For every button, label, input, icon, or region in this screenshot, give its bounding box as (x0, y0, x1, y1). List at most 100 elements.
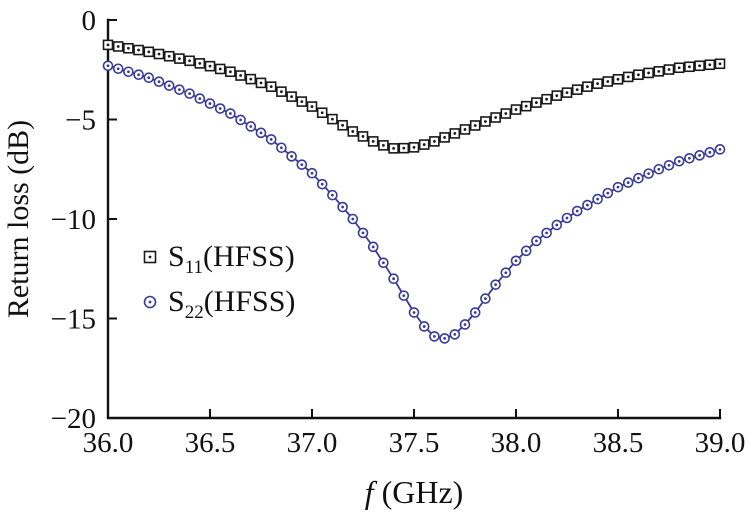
marker-center-dot (351, 130, 355, 133)
legend-label: S22(HFSS) (168, 285, 295, 323)
marker-center-dot (647, 172, 650, 176)
marker-center-dot (198, 97, 202, 101)
marker-center-dot (433, 139, 436, 143)
marker-center-dot (229, 112, 232, 115)
x-tick-label: 38.0 (491, 427, 542, 459)
marker-center-dot (157, 80, 161, 84)
marker-center-dot (126, 46, 130, 50)
marker-center-dot (147, 76, 151, 80)
marker-center-dot (667, 163, 671, 167)
marker-center-dot (535, 239, 538, 243)
marker-center-dot (596, 82, 599, 86)
series-s22-hfss- (102, 60, 726, 344)
marker-center-dot (402, 294, 406, 298)
marker-center-dot (412, 311, 416, 314)
marker-center-dot (126, 70, 130, 74)
marker-center-dot (688, 156, 691, 160)
marker-center-dot (218, 67, 222, 71)
marker-center-dot (555, 94, 559, 98)
marker-center-dot (280, 90, 283, 94)
marker-center-dot (484, 297, 487, 300)
marker-center-dot (137, 48, 141, 52)
marker-center-dot (535, 101, 538, 104)
marker-center-dot (106, 43, 110, 47)
marker-center-dot (718, 62, 722, 66)
x-tick-label: 36.0 (83, 427, 134, 459)
marker-center-dot (565, 216, 569, 220)
marker-center-dot (698, 153, 701, 157)
marker-center-dot (422, 325, 426, 328)
marker-center-dot (249, 77, 253, 81)
y-tick-label: −15 (51, 304, 96, 336)
marker-center-dot (637, 73, 640, 77)
marker-center-dot (157, 52, 161, 56)
marker-center-dot (494, 283, 497, 287)
marker-center-dot (147, 50, 151, 54)
x-tick-label: 36.5 (185, 427, 236, 459)
marker-center-dot (208, 102, 212, 105)
marker-center-dot (198, 61, 202, 65)
marker-center-dot (178, 57, 181, 61)
marker-center-dot (392, 146, 395, 150)
marker-center-dot (167, 54, 171, 58)
marker-center-dot (229, 70, 232, 74)
y-axis-title: Return loss (dB) (2, 120, 35, 318)
marker-center-dot (259, 131, 263, 135)
marker-center-dot (575, 88, 579, 92)
marker-center-dot (392, 277, 395, 281)
marker-center-dot (463, 323, 467, 326)
y-tick-label: −20 (51, 403, 96, 435)
marker-center-dot (586, 203, 589, 207)
marker-center-dot (239, 74, 243, 77)
marker-center-dot (137, 73, 141, 77)
x-axis-ticks: 36.0 36.5 37.0 37.5 38.0 38.5 39.0 (83, 409, 745, 459)
marker-center-dot (504, 112, 508, 115)
marker-center-dot (300, 163, 304, 167)
y-tick-label: −10 (51, 204, 96, 236)
marker-center-dot (453, 132, 457, 135)
marker-center-dot (565, 91, 569, 95)
marker-center-dot (555, 223, 559, 227)
marker-center-dot (116, 45, 120, 48)
marker-center-dot (596, 197, 599, 201)
marker-center-dot (616, 185, 620, 189)
marker-center-dot (443, 136, 446, 139)
marker-center-dot (524, 104, 528, 108)
marker-center-dot (667, 68, 671, 71)
marker-center-dot (269, 138, 273, 141)
marker-center-dot (290, 95, 293, 99)
marker-center-dot (218, 107, 222, 110)
marker-center-dot (106, 64, 110, 68)
marker-center-dot (249, 125, 253, 128)
marker-center-dot (575, 209, 579, 213)
series-line (107, 64, 721, 340)
marker-center-dot (626, 75, 630, 79)
marker-center-dot (116, 67, 120, 71)
marker-center-dot (371, 139, 375, 143)
marker-center-dot (606, 80, 610, 83)
marker-center-dot (494, 116, 497, 119)
x-axis-title: f (GHz) (365, 474, 464, 510)
marker-center-dot (484, 120, 487, 123)
marker-center-dot (463, 128, 467, 131)
legend-label: S11(HFSS) (168, 240, 295, 278)
marker-center-dot (402, 146, 406, 150)
marker-center-dot (718, 147, 722, 151)
marker-center-dot (412, 145, 416, 149)
marker-center-dot (545, 231, 548, 235)
marker-center-dot (331, 193, 334, 197)
marker-center-dot (280, 146, 283, 150)
marker-center-dot (677, 66, 681, 70)
marker-center-dot (606, 191, 610, 195)
marker-center-dot (657, 167, 661, 171)
marker-center-dot (708, 150, 712, 154)
marker-center-dot (320, 182, 324, 186)
series-markers (102, 39, 726, 154)
marker-center-dot (341, 123, 344, 127)
marker-center-dot (453, 333, 457, 336)
marker-center-dot (208, 64, 212, 68)
legend: S11(HFSS) S22(HFSS) (143, 240, 295, 323)
marker-center-dot (188, 59, 192, 63)
